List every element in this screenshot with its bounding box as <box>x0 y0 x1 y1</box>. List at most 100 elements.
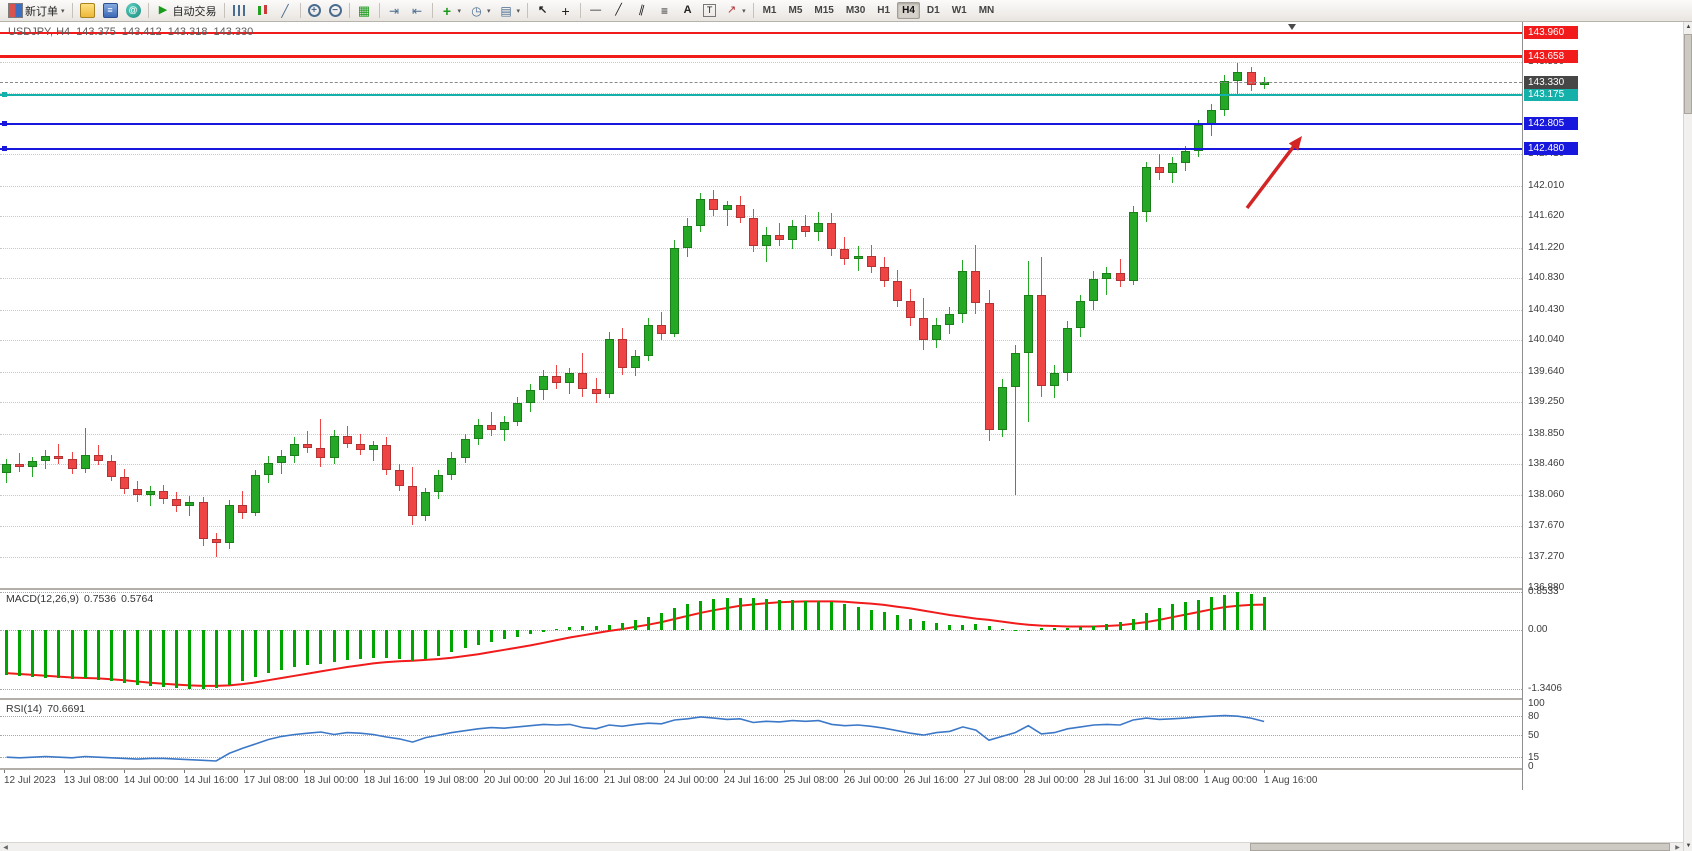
timeframe-h4-button[interactable]: H4 <box>897 2 920 19</box>
cursor-button[interactable]: ↖ <box>531 1 554 20</box>
price-line-label: 143.658 <box>1524 50 1578 64</box>
new-order-button[interactable]: 新订单 ▾ <box>4 1 69 20</box>
horizontal-scrollbar[interactable]: ◀ ▶ <box>0 842 1683 851</box>
macd-pane[interactable]: MACD(12,26,9) 0.7536 0.5764 <box>0 590 1522 698</box>
line-anchor[interactable] <box>2 92 7 97</box>
macd-histogram-bar <box>463 630 467 649</box>
horizontal-line-object[interactable] <box>0 55 1522 59</box>
candle <box>840 249 850 259</box>
time-axis-label: 21 Jul 08:00 <box>604 775 659 786</box>
rsi-axis-label: 15 <box>1528 751 1540 763</box>
horizontal-line-object[interactable] <box>0 31 1522 34</box>
time-axis-label: 12 Jul 2023 <box>4 775 56 786</box>
candle-wick <box>805 214 807 237</box>
scroll-up-icon[interactable]: ▲ <box>1685 24 1692 30</box>
scroll-right-icon[interactable]: ▶ <box>1675 845 1680 851</box>
candle <box>460 439 470 458</box>
templates-button[interactable]: ▤ ▾ <box>495 1 525 20</box>
macd-histogram-bar <box>529 630 532 635</box>
candle <box>919 318 928 341</box>
candle <box>539 376 549 391</box>
time-axis-tick <box>484 770 485 773</box>
candle <box>473 424 483 440</box>
candle <box>892 280 902 302</box>
text-button[interactable]: A <box>676 1 699 20</box>
vertical-scrollbar[interactable]: ▲ ▼ <box>1683 22 1692 851</box>
fibonacci-button[interactable]: ≡ <box>653 1 676 20</box>
arrows-button[interactable]: ↗ ▾ <box>720 1 750 20</box>
macd-histogram-bar <box>398 630 401 660</box>
auto-scroll-button[interactable]: ⇥ <box>383 1 406 20</box>
time-axis[interactable]: 12 Jul 2023 13 Jul 08:00 14 Jul 00:00 14 Ju… <box>0 770 1522 790</box>
timeframe-m1-button[interactable]: M1 <box>762 5 777 16</box>
horizontal-line-object[interactable] <box>0 147 1522 150</box>
time-axis-label: 26 Jul 00:00 <box>844 775 899 786</box>
candle <box>250 475 260 513</box>
new-order-label: 新订单 <box>25 5 58 18</box>
pane-separator[interactable] <box>0 588 1577 590</box>
timeframe-m15-button[interactable]: M15 <box>814 5 834 16</box>
trendline-icon: ╱ <box>615 4 622 16</box>
auto-trading-label: 自动交易 <box>172 5 217 18</box>
candlestick-chart-button[interactable] <box>251 1 274 20</box>
tile-windows-button[interactable]: ▦ <box>353 1 376 20</box>
time-axis-label: 14 Jul 16:00 <box>184 775 239 786</box>
grid-line <box>0 309 1522 311</box>
candle <box>748 217 758 247</box>
candle <box>801 225 811 233</box>
templates-icon: ▤ <box>500 3 512 18</box>
pane-separator[interactable] <box>0 698 1577 700</box>
toolbar-separator <box>223 3 225 18</box>
macd-signal-value: 0.5764 <box>121 593 154 605</box>
zoom-out-button[interactable]: − <box>325 1 346 20</box>
line-anchor[interactable] <box>2 146 7 152</box>
timeframe-h1-button[interactable]: H1 <box>877 5 891 16</box>
line-anchor[interactable] <box>2 121 7 126</box>
rsi-pane[interactable]: RSI(14) 70.6691 <box>0 700 1522 768</box>
horizontal-line-icon: — <box>590 4 602 16</box>
text-label-button[interactable]: T <box>699 1 720 20</box>
timeframe-mn-button[interactable]: MN <box>978 5 995 16</box>
mql5-community-button[interactable]: @ <box>122 1 145 20</box>
horizontal-scrollbar-thumb[interactable] <box>1250 843 1670 851</box>
bar-chart-button[interactable] <box>228 1 251 20</box>
zoom-in-button[interactable]: + <box>304 1 325 20</box>
scroll-left-icon[interactable]: ◀ <box>3 845 8 851</box>
candle-wick <box>857 246 859 272</box>
horizontal-line-button[interactable]: — <box>584 1 607 20</box>
horizontal-line-object[interactable] <box>0 122 1522 125</box>
auto-trading-button[interactable]: ▶ 自动交易 <box>152 1 221 20</box>
grid-line <box>0 92 1522 94</box>
equidistant-channel-button[interactable]: ∥ <box>630 1 653 20</box>
timeframe-w1-button[interactable]: W1 <box>951 5 967 16</box>
timeframe-d1-button[interactable]: D1 <box>926 5 940 16</box>
chart-shift-button[interactable]: ⇤ <box>406 1 429 20</box>
scroll-down-icon[interactable]: ▼ <box>1685 843 1692 849</box>
price-axis-label: 137.270 <box>1528 551 1565 563</box>
periods-button[interactable]: ◷ ▾ <box>465 1 495 20</box>
timeframe-m5-button[interactable]: M5 <box>788 5 803 16</box>
candle <box>512 402 522 422</box>
market-watch-button[interactable]: ≡ <box>99 1 122 20</box>
crosshair-button[interactable]: + <box>554 1 577 20</box>
candle <box>1076 301 1086 328</box>
candle <box>879 266 889 281</box>
horizontal-line-object[interactable] <box>0 93 1522 96</box>
candle <box>1010 352 1020 388</box>
candle <box>657 324 666 334</box>
trendline-button[interactable]: ╱ <box>607 1 630 20</box>
timeframe-m30-button[interactable]: M30 <box>845 5 866 16</box>
price-axis[interactable]: 143.960 143.658 143.175 142.805 142.480 143.3… <box>1522 22 1584 790</box>
candle-wick <box>19 453 21 472</box>
line-chart-button[interactable]: ╱ <box>274 1 297 20</box>
vertical-scrollbar-thumb[interactable] <box>1684 34 1692 114</box>
metaeditor-button[interactable] <box>76 1 99 20</box>
candle <box>1063 327 1073 374</box>
macd-histogram-bar <box>240 630 244 682</box>
macd-histogram-bar <box>437 630 441 656</box>
indicators-button[interactable]: + ▾ <box>436 1 466 20</box>
macd-histogram-bar <box>830 602 834 630</box>
candle <box>617 338 627 369</box>
main-pane[interactable]: USDJPY, H4 143.375 143.412 143.318 143.330 <box>0 22 1522 588</box>
